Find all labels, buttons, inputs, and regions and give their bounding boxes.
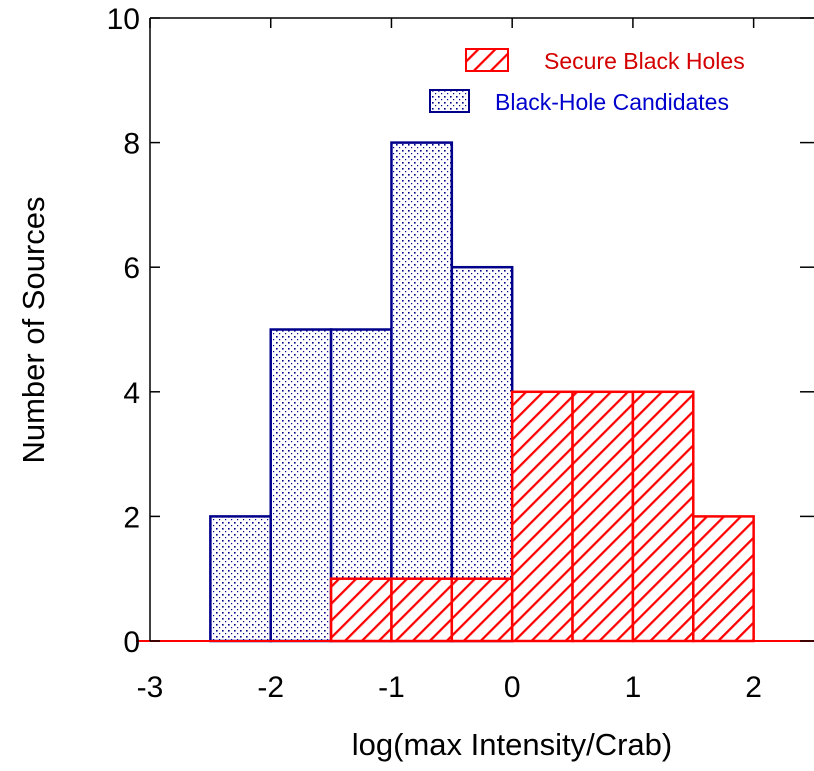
x-tick-label: 0 bbox=[504, 671, 521, 704]
y-tick-label: 4 bbox=[123, 377, 140, 410]
x-tick-labels: -3 -2 -1 0 1 2 bbox=[137, 671, 762, 704]
legend-label-secure-black-holes: Secure Black Holes bbox=[544, 48, 745, 74]
x-tick-label: 2 bbox=[745, 671, 762, 704]
y-tick-label: 0 bbox=[123, 626, 140, 659]
bar-secure-black-holes bbox=[631, 390, 695, 643]
bar-secure-black-holes bbox=[329, 577, 393, 643]
bar-secure-black-holes bbox=[510, 390, 574, 643]
legend-label-black-hole-candidates: Black-Hole Candidates bbox=[495, 89, 729, 115]
legend: Secure Black Holes Black-Hole Candidates bbox=[429, 48, 745, 115]
bar-secure-black-holes bbox=[571, 390, 635, 643]
bar-black-hole-candidates bbox=[269, 328, 333, 643]
x-axis-title: log(max Intensity/Crab) bbox=[352, 727, 672, 762]
x-tick-label: -2 bbox=[257, 671, 284, 704]
bar-black-hole-candidates bbox=[390, 141, 454, 643]
y-tick-label: 2 bbox=[123, 501, 140, 534]
x-tick-label: 1 bbox=[625, 671, 642, 704]
x-tick-label: -3 bbox=[137, 671, 164, 704]
legend-swatch-secure-black-holes bbox=[465, 48, 509, 72]
y-tick-label: 6 bbox=[123, 252, 140, 285]
y-axis-title: Number of Sources bbox=[16, 196, 51, 463]
bar-secure-black-holes bbox=[390, 577, 454, 643]
y-tick-label: 8 bbox=[123, 128, 140, 161]
y-tick-label: 10 bbox=[107, 3, 140, 36]
bar-secure-black-holes bbox=[692, 515, 755, 643]
bar-black-hole-candidates bbox=[209, 515, 272, 643]
y-tick-labels: 0 2 4 6 8 10 bbox=[107, 3, 140, 659]
bar-secure-black-holes bbox=[450, 577, 514, 643]
x-tick-label: -1 bbox=[378, 671, 405, 704]
black-hole-candidates-bars bbox=[209, 141, 514, 643]
secure-black-holes-bars bbox=[329, 390, 755, 643]
axis-ticks bbox=[149, 17, 814, 642]
legend-swatch-black-hole-candidates bbox=[429, 89, 470, 113]
